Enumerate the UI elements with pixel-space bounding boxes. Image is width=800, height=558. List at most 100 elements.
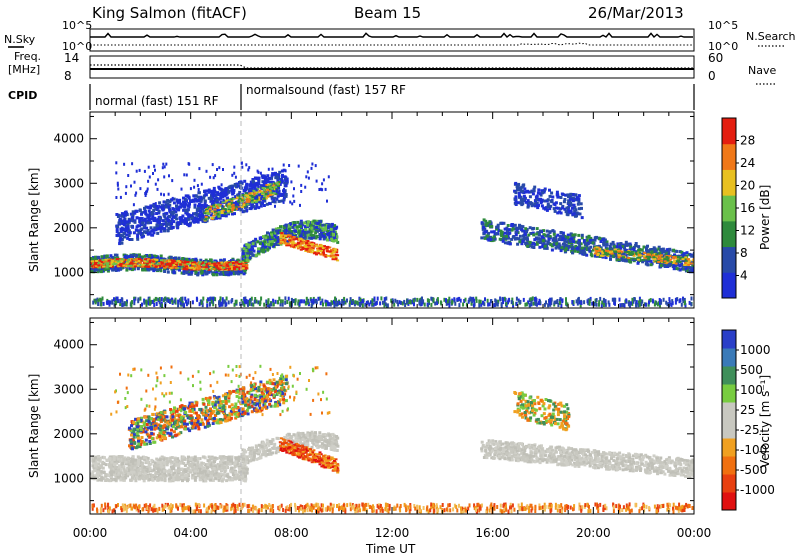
heatmap-cell	[215, 273, 218, 276]
heatmap-cell	[245, 266, 248, 268]
heatmap-cell	[637, 245, 640, 248]
heatmap-cell	[664, 260, 667, 262]
heatmap-cell	[583, 253, 586, 256]
heatmap-cell	[504, 232, 507, 235]
heatmap-cell	[538, 199, 541, 202]
heatmap-cell	[308, 237, 311, 240]
heatmap-cell	[308, 177, 310, 180]
heatmap-cell	[610, 243, 613, 246]
heatmap-cell	[269, 192, 272, 194]
heatmap-cell	[116, 254, 119, 257]
heatmap-cell	[233, 172, 235, 175]
heatmap-cell	[185, 266, 188, 268]
heatmap-cell	[200, 205, 202, 208]
heatmap-cell	[548, 189, 551, 192]
heatmap-cell	[588, 235, 591, 238]
heatmap-cell	[622, 256, 625, 258]
heatmap-cell	[279, 242, 282, 244]
heatmap-cell	[311, 234, 314, 237]
heatmap-cell	[163, 227, 166, 230]
heatmap-cell	[686, 251, 689, 254]
heatmap-cell	[104, 268, 107, 271]
heatmap-cell	[153, 165, 155, 168]
heatmap-cell	[222, 168, 224, 171]
heatmap-cell	[157, 178, 159, 181]
heatmap-cell	[589, 241, 592, 244]
heatmap-cell	[147, 266, 150, 268]
heatmap-cell	[198, 167, 200, 170]
heatmap-cell	[135, 261, 138, 263]
heatmap-cell	[486, 235, 489, 238]
heatmap-cell	[204, 219, 207, 221]
heatmap-cell	[175, 267, 178, 269]
heatmap-cell	[218, 262, 221, 264]
heatmap-cell	[430, 297, 432, 301]
heatmap-cell	[177, 208, 180, 211]
heatmap-cell	[245, 243, 248, 246]
heatmap-cell	[173, 208, 176, 211]
heatmap-cell	[137, 267, 140, 270]
heatmap-cell	[222, 267, 225, 269]
heatmap-cell	[325, 188, 327, 191]
heatmap-cell	[596, 303, 598, 307]
heatmap-cell	[117, 234, 120, 237]
heatmap-cell	[504, 228, 507, 231]
heatmap-cell	[148, 166, 150, 169]
heatmap-cell	[560, 249, 563, 252]
heatmap-cell	[330, 252, 333, 254]
nave-tick-bottom: 0	[708, 69, 716, 83]
heatmap-cell	[96, 268, 99, 271]
heatmap-cell	[251, 245, 254, 248]
heatmap-cell	[549, 195, 552, 198]
heatmap-cell	[663, 258, 666, 260]
heatmap-cell	[298, 225, 301, 228]
heatmap-cell	[524, 227, 527, 230]
heatmap-cell	[148, 254, 151, 257]
heatmap-cell	[147, 221, 150, 224]
heatmap-cell	[646, 256, 649, 258]
heatmap-cell	[267, 248, 270, 251]
heatmap-cell	[139, 209, 142, 212]
heatmap-cell	[263, 198, 266, 200]
heatmap-cell	[242, 194, 245, 196]
heatmap-cell	[268, 240, 271, 243]
heatmap-cell	[241, 166, 243, 169]
heatmap-cell	[551, 229, 554, 232]
heatmap-cell	[310, 227, 313, 230]
heatmap-cell	[274, 239, 277, 242]
heatmap-cell	[167, 219, 170, 222]
heatmap-cell	[115, 171, 117, 174]
heatmap-cell	[243, 272, 246, 275]
heatmap-cell	[218, 211, 221, 213]
heatmap-cell	[283, 164, 285, 167]
heatmap-cell	[233, 191, 235, 194]
heatmap-cell	[330, 228, 333, 231]
heatmap-cell	[253, 193, 256, 195]
heatmap-cell	[298, 165, 300, 168]
heatmap-cell	[190, 271, 193, 274]
heatmap-cell	[304, 228, 307, 231]
heatmap-cell	[187, 195, 189, 198]
heatmap-cell	[652, 256, 655, 258]
heatmap-cell	[204, 212, 207, 214]
heatmap-cell	[675, 263, 678, 265]
heatmap-cell	[228, 205, 231, 207]
sky-label: N.Sky	[4, 33, 36, 46]
heatmap-cell	[566, 193, 569, 196]
heatmap-cell	[216, 168, 218, 171]
heatmap-cell	[167, 206, 170, 209]
heatmap-cell	[334, 227, 337, 230]
heatmap-cell	[645, 246, 648, 249]
heatmap-cell	[198, 267, 201, 269]
heatmap-cell	[547, 198, 550, 201]
heatmap-cell	[502, 240, 505, 243]
heatmap-cell	[177, 260, 180, 262]
heatmap-cell	[239, 271, 242, 274]
heatmap-cell	[161, 227, 164, 230]
heatmap-cell	[257, 182, 260, 185]
heatmap-cell	[297, 247, 300, 249]
heatmap-cell	[647, 258, 650, 260]
heatmap-cell	[209, 176, 211, 179]
heatmap-cell	[318, 233, 321, 236]
heatmap-cell	[251, 253, 254, 256]
